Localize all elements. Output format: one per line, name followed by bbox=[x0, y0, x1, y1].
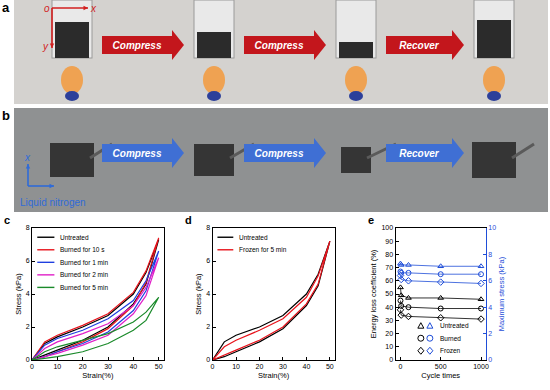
svg-text:90: 90 bbox=[385, 238, 393, 245]
svg-text:30: 30 bbox=[385, 317, 393, 324]
svg-text:8: 8 bbox=[488, 251, 492, 258]
svg-text:1000: 1000 bbox=[473, 363, 489, 370]
svg-text:8: 8 bbox=[206, 224, 210, 231]
svg-text:x: x bbox=[24, 152, 31, 163]
svg-text:6: 6 bbox=[488, 277, 492, 284]
svg-text:80: 80 bbox=[385, 251, 393, 258]
svg-text:4: 4 bbox=[488, 304, 492, 311]
svg-text:50: 50 bbox=[326, 363, 334, 370]
svg-text:20: 20 bbox=[79, 363, 87, 370]
svg-text:0: 0 bbox=[389, 356, 393, 363]
svg-text:0: 0 bbox=[206, 356, 210, 363]
svg-text:Burned for 5 min: Burned for 5 min bbox=[60, 284, 108, 291]
svg-text:40: 40 bbox=[303, 363, 311, 370]
svg-text:Strain(%): Strain(%) bbox=[82, 371, 114, 380]
svg-text:Compress: Compress bbox=[255, 40, 304, 51]
svg-text:4: 4 bbox=[206, 290, 210, 297]
svg-text:Compress: Compress bbox=[113, 40, 162, 51]
svg-text:60: 60 bbox=[385, 277, 393, 284]
svg-text:4: 4 bbox=[26, 290, 30, 297]
svg-text:40: 40 bbox=[129, 363, 137, 370]
svg-text:d: d bbox=[185, 214, 192, 226]
svg-text:70: 70 bbox=[385, 264, 393, 271]
svg-text:Recover: Recover bbox=[399, 148, 440, 159]
svg-text:10: 10 bbox=[53, 363, 61, 370]
svg-text:0: 0 bbox=[30, 363, 34, 370]
svg-text:e: e bbox=[368, 214, 374, 226]
svg-text:8: 8 bbox=[26, 224, 30, 231]
svg-text:Frozen: Frozen bbox=[440, 347, 461, 354]
svg-text:Compress: Compress bbox=[113, 148, 162, 159]
svg-text:Recover: Recover bbox=[399, 40, 440, 51]
svg-text:30: 30 bbox=[279, 363, 287, 370]
svg-text:x: x bbox=[90, 3, 97, 14]
svg-text:0: 0 bbox=[211, 363, 215, 370]
svg-text:2: 2 bbox=[488, 330, 492, 337]
svg-text:20: 20 bbox=[385, 330, 393, 337]
svg-text:20: 20 bbox=[256, 363, 264, 370]
svg-text:Untreated: Untreated bbox=[440, 322, 469, 329]
svg-text:Untreated: Untreated bbox=[239, 234, 268, 241]
svg-text:2: 2 bbox=[26, 323, 30, 330]
svg-text:Untreated: Untreated bbox=[60, 234, 89, 241]
svg-text:500: 500 bbox=[435, 363, 447, 370]
svg-text:2: 2 bbox=[206, 323, 210, 330]
svg-text:Energy loss coefficient (%): Energy loss coefficient (%) bbox=[369, 249, 378, 338]
svg-text:Liquid nitrogen: Liquid nitrogen bbox=[20, 197, 86, 208]
svg-text:Stress (kPa): Stress (kPa) bbox=[14, 273, 23, 315]
svg-text:b: b bbox=[2, 108, 10, 123]
svg-text:50: 50 bbox=[385, 290, 393, 297]
svg-text:6: 6 bbox=[26, 257, 30, 264]
svg-text:0: 0 bbox=[488, 356, 492, 363]
svg-text:6: 6 bbox=[206, 257, 210, 264]
svg-text:Strain(%): Strain(%) bbox=[258, 371, 290, 380]
svg-text:Stress (kPa): Stress (kPa) bbox=[194, 273, 203, 315]
svg-text:c: c bbox=[4, 214, 10, 226]
svg-text:Cycle times: Cycle times bbox=[421, 371, 460, 380]
svg-text:Compress: Compress bbox=[255, 148, 304, 159]
svg-text:Burned for 1 min: Burned for 1 min bbox=[60, 259, 108, 266]
svg-text:Frozen for 5 min: Frozen for 5 min bbox=[239, 246, 287, 253]
svg-text:10: 10 bbox=[232, 363, 240, 370]
svg-text:Burned: Burned bbox=[440, 335, 461, 342]
svg-text:50: 50 bbox=[155, 363, 163, 370]
svg-text:a: a bbox=[2, 0, 10, 15]
svg-text:40: 40 bbox=[385, 304, 393, 311]
svg-text:100: 100 bbox=[381, 224, 393, 231]
svg-text:10: 10 bbox=[385, 343, 393, 350]
svg-text:y: y bbox=[42, 41, 49, 52]
svg-text:0: 0 bbox=[398, 363, 402, 370]
svg-text:Burned for 2 min: Burned for 2 min bbox=[60, 271, 108, 278]
svg-text:Maximum stress (kPa): Maximum stress (kPa) bbox=[497, 256, 506, 331]
svg-text:30: 30 bbox=[104, 363, 112, 370]
svg-text:10: 10 bbox=[488, 224, 496, 231]
svg-text:o: o bbox=[44, 3, 50, 14]
svg-text:0: 0 bbox=[26, 356, 30, 363]
svg-text:Burned for 10 s: Burned for 10 s bbox=[60, 246, 105, 253]
